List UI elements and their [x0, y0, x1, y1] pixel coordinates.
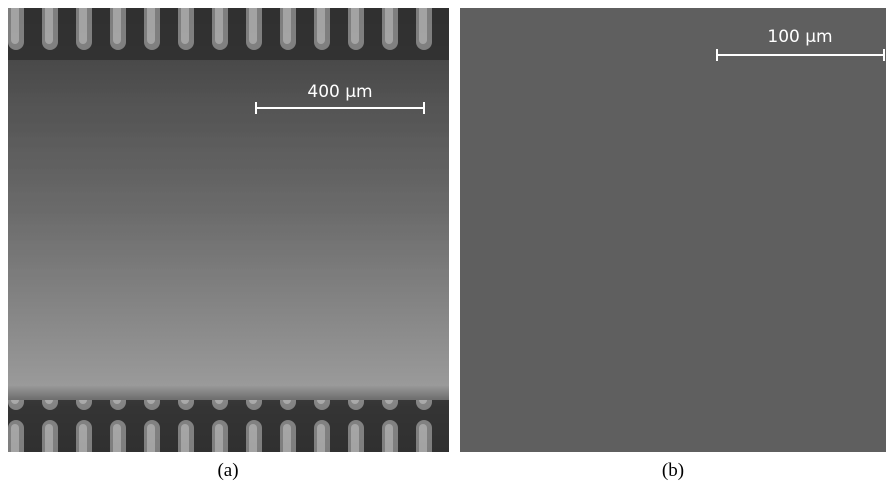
- top-structure: [8, 8, 449, 60]
- panel-b: 100 µm (b): [460, 8, 886, 481]
- bottom-structure: [8, 400, 449, 452]
- micrograph-b: [460, 8, 886, 452]
- caption: (b): [662, 460, 684, 481]
- figure: 400 µm (a) 100 µm (b): [0, 0, 891, 486]
- caption: (a): [217, 460, 238, 481]
- panel-a: 400 µm (a): [8, 8, 449, 481]
- page: 400 µm (a) 100 µm (b) (() => { const dat…: [0, 0, 891, 486]
- micrograph-a: [8, 8, 449, 452]
- scale-label: 100 µm: [767, 27, 832, 47]
- scale-label: 400 µm: [307, 82, 372, 102]
